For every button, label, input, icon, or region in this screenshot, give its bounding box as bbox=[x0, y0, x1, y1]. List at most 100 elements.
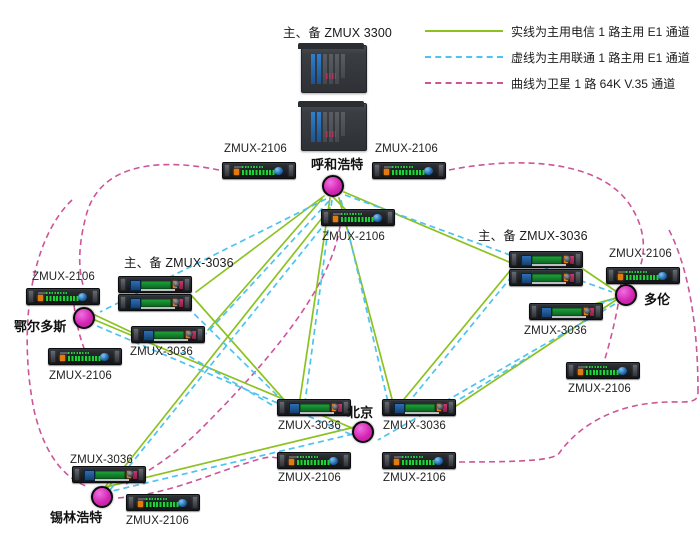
rack-ear-right bbox=[197, 328, 203, 341]
port-knob-icon bbox=[424, 166, 433, 175]
city-node-xilinhot[interactable] bbox=[91, 486, 113, 508]
tel-hohhot-ordos bbox=[195, 195, 325, 293]
led-bank-red bbox=[570, 273, 574, 282]
rack-ear-left bbox=[50, 350, 56, 363]
chassis-slots bbox=[311, 112, 353, 142]
uni-beijing-right-out bbox=[459, 355, 531, 400]
led-amber bbox=[234, 169, 239, 175]
card-slot-blue bbox=[317, 112, 321, 142]
rack-device-beijing-2106-r bbox=[382, 452, 456, 469]
city-node-beijing[interactable] bbox=[352, 421, 374, 443]
uni-ordos3036-lower bbox=[179, 299, 291, 409]
brand-mark bbox=[234, 165, 247, 168]
rack-faceplate bbox=[391, 454, 447, 467]
city-node-hohhot[interactable] bbox=[322, 175, 344, 197]
chassis-hohhot-3300-a bbox=[298, 43, 367, 93]
rack-faceplate bbox=[575, 364, 631, 377]
label-strip bbox=[532, 282, 566, 284]
uni-duolun3036-lower bbox=[403, 275, 513, 409]
led-amber bbox=[578, 369, 583, 375]
legend-label-unicom: 虚线为主用联通 1 路主用 E1 通道 bbox=[511, 51, 690, 65]
rack-ear-left bbox=[384, 401, 390, 414]
rack-faceplate bbox=[538, 305, 594, 318]
rack-faceplate bbox=[140, 328, 196, 341]
device-label-beijing-3036-l: ZMUX-3036 bbox=[278, 420, 341, 432]
unicom-links bbox=[96, 194, 616, 493]
led-amber bbox=[394, 459, 399, 465]
card-slot bbox=[323, 112, 327, 142]
port-knob-icon bbox=[173, 299, 180, 305]
chassis-top-cap bbox=[298, 101, 364, 107]
sat-hohhot-duolun bbox=[448, 162, 645, 268]
card-slot bbox=[323, 54, 327, 84]
rack-device-ordos-2106-t bbox=[26, 288, 100, 305]
led-amber bbox=[618, 274, 623, 280]
brand-mark bbox=[38, 291, 51, 294]
sat-ordos-vertical bbox=[73, 304, 85, 349]
tel-hohhot-beijing-r bbox=[338, 197, 393, 400]
led-bank-red bbox=[192, 330, 196, 339]
rack-ear-right bbox=[632, 364, 638, 377]
rack-ear-right bbox=[343, 401, 349, 414]
lcd-icon bbox=[130, 298, 141, 309]
rack-faceplate bbox=[35, 290, 91, 303]
sat-right-edge bbox=[667, 227, 699, 393]
city-label-xilinhot: 锡林浩特 bbox=[50, 510, 103, 525]
led-bank-red bbox=[590, 307, 594, 316]
city-label-duolun: 多伦 bbox=[644, 292, 671, 307]
brand-mark bbox=[60, 351, 73, 354]
rack-device-duolun-3036-b bbox=[509, 269, 583, 286]
city-label-ordos: 鄂尔多斯 bbox=[14, 319, 67, 334]
led-bank-green-top bbox=[46, 292, 68, 294]
port-knob-icon bbox=[127, 471, 134, 477]
led-bank-red bbox=[179, 280, 183, 289]
device-label-ordos-2106-b: ZMUX-2106 bbox=[49, 370, 112, 382]
port-knob-icon bbox=[332, 404, 339, 410]
port-knob-icon bbox=[274, 166, 283, 175]
city-node-ordos[interactable] bbox=[73, 307, 95, 329]
label-strip bbox=[141, 307, 175, 309]
legend-label-satellite: 曲线为卫星 1 路 64K V.35 通道 bbox=[511, 77, 676, 91]
rack-ear-left bbox=[384, 454, 390, 467]
card-slot bbox=[341, 54, 345, 78]
lcd-icon bbox=[541, 307, 552, 318]
label-strip bbox=[405, 412, 439, 414]
device-label-xilin-3036: ZMUX-3036 bbox=[70, 454, 133, 466]
card-slot bbox=[341, 112, 345, 136]
rack-ear-left bbox=[120, 296, 126, 309]
led-bank-green bbox=[95, 470, 125, 479]
sat-beijing-duolun bbox=[458, 391, 699, 463]
rack-device-duolun-3036-a bbox=[509, 251, 583, 268]
rack-device-beijing-3036-l bbox=[277, 399, 351, 416]
uni-ordos-beijing bbox=[96, 325, 351, 435]
led-bank-green-top bbox=[402, 456, 424, 458]
tel-hohhot-down bbox=[332, 196, 346, 210]
rack-ear-right bbox=[438, 164, 444, 177]
card-slot-blue bbox=[317, 54, 321, 84]
chassis-marking bbox=[326, 131, 336, 137]
rack-ear-right bbox=[288, 164, 294, 177]
rack-ear-left bbox=[531, 305, 537, 318]
led-bank-green-top bbox=[242, 166, 264, 168]
rack-ear-right bbox=[595, 305, 601, 318]
led-amber bbox=[38, 295, 43, 301]
device-label-duolun-2106-t: ZMUX-2106 bbox=[609, 248, 672, 260]
city-node-duolun[interactable] bbox=[615, 284, 637, 306]
led-bank-green bbox=[552, 307, 582, 316]
rack-device-duolun-2106-t bbox=[606, 267, 680, 284]
rack-ear-left bbox=[374, 164, 380, 177]
rack-faceplate bbox=[231, 164, 287, 177]
led-bank-green bbox=[300, 403, 330, 412]
port-knob-icon bbox=[78, 292, 87, 301]
uni-beijing-xilin bbox=[107, 433, 354, 493]
chassis-hohhot-3300-b bbox=[298, 101, 367, 151]
device-label-duolun-3036-c: ZMUX-3036 bbox=[524, 325, 587, 337]
chassis-top-cap bbox=[298, 43, 364, 49]
rack-ear-right bbox=[92, 290, 98, 303]
led-amber bbox=[138, 501, 143, 507]
rack-ear-right bbox=[575, 271, 581, 284]
lcd-icon bbox=[521, 273, 532, 284]
led-bank-green-top bbox=[341, 213, 363, 215]
rack-ear-left bbox=[279, 401, 285, 414]
rack-ear-left bbox=[323, 211, 329, 224]
